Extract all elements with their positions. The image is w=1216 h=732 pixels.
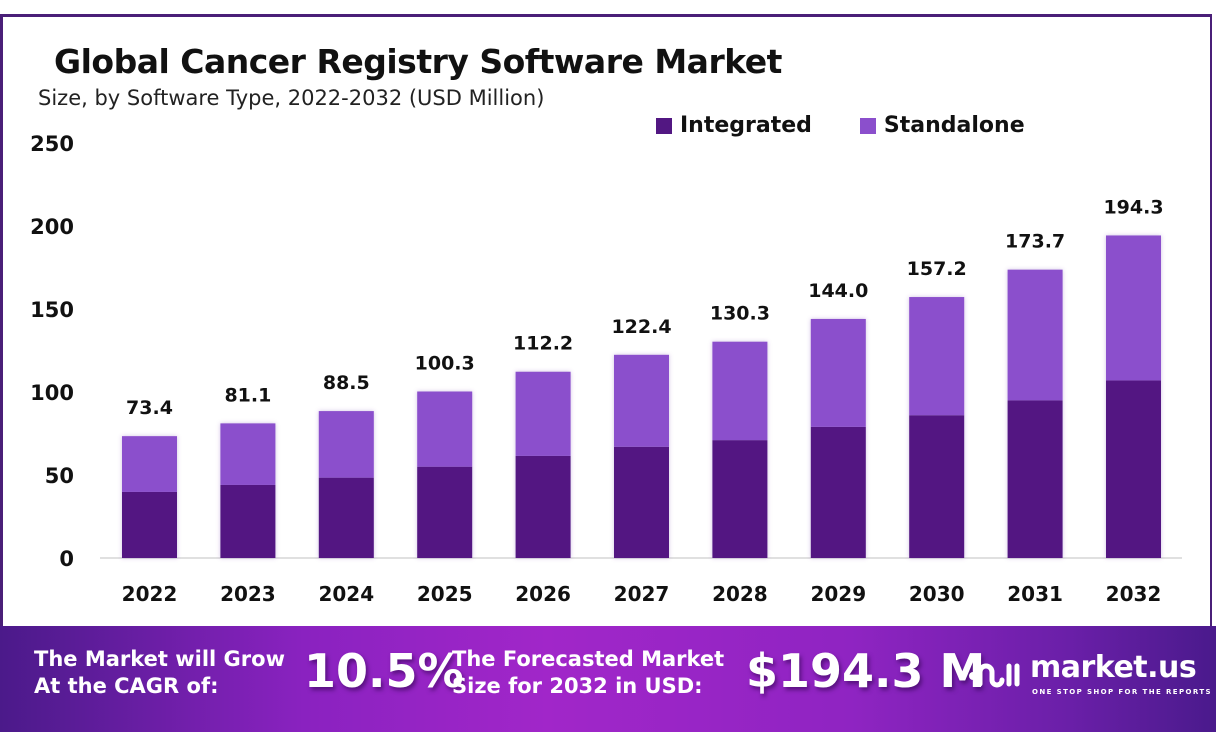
bar-segment-standalone-2028 — [712, 341, 768, 441]
bar-stack-2022 — [122, 436, 177, 558]
cagr-value: 10.5% — [304, 644, 464, 698]
bar-stack-2028 — [712, 341, 768, 558]
x-tick-label: 2030 — [909, 582, 965, 606]
bar-total-label: 73.4 — [126, 397, 173, 419]
bar-segment-standalone-2024 — [318, 411, 374, 478]
bar-stack-2024 — [318, 411, 374, 558]
bar-segment-standalone-2029 — [810, 318, 866, 427]
brand-tagline: ONE STOP SHOP FOR THE REPORTS — [1032, 688, 1212, 696]
x-tick-label: 2031 — [1007, 582, 1063, 606]
y-tick-label: 0 — [59, 547, 74, 571]
bar-total-label: 122.4 — [611, 316, 671, 338]
chart-subtitle: Size, by Software Type, 2022-2032 (USD M… — [38, 86, 545, 110]
market-us-logo-icon — [966, 654, 1020, 703]
y-tick-label: 100 — [30, 381, 74, 405]
x-tick-label: 2032 — [1106, 582, 1162, 606]
bar-stack-2029 — [810, 318, 866, 558]
bar-total-label: 81.1 — [224, 384, 271, 406]
bar-stack-2032 — [1106, 235, 1161, 558]
bar-segment-integrated-2023 — [220, 484, 276, 558]
bar-segment-standalone-2025 — [417, 391, 473, 467]
cagr-label: The Market will Grow At the CAGR of: — [34, 646, 285, 700]
forecast-label-line2: Size for 2032 in USD: — [452, 674, 703, 698]
y-tick-label: 50 — [45, 464, 74, 488]
bar-segment-integrated-2022 — [122, 491, 177, 558]
cagr-label-line2: At the CAGR of: — [34, 674, 219, 698]
bar-total-label: 157.2 — [907, 258, 967, 280]
bar-total-label: 88.5 — [323, 372, 370, 394]
bar-total-label: 130.3 — [710, 303, 770, 325]
x-tick-label: 2023 — [220, 582, 276, 606]
bar-segment-standalone-2022 — [122, 436, 177, 492]
y-tick-label: 200 — [30, 215, 74, 239]
bar-segment-integrated-2028 — [712, 440, 768, 558]
x-tick-label: 2028 — [712, 582, 768, 606]
forecast-label-line1: The Forecasted Market — [452, 647, 725, 671]
bar-segment-integrated-2027 — [614, 446, 669, 558]
x-tick-label: 2027 — [614, 582, 670, 606]
bar-total-label: 112.2 — [513, 333, 573, 355]
bar-stack-2026 — [515, 371, 571, 558]
bar-stack-2031 — [1007, 269, 1063, 558]
x-tick-label: 2022 — [122, 582, 178, 606]
chart-title: Global Cancer Registry Software Market — [54, 42, 782, 81]
bars: 73.4 81.1 88.5 100.3 112.2 122.4 130.3 144.0 157… — [122, 196, 1164, 558]
x-axis: 2022 2023 2024 2025 2026 2027 2028 2029 2030 2031… — [122, 582, 1162, 606]
x-tick-label: 2029 — [810, 582, 866, 606]
bar-segment-integrated-2032 — [1106, 380, 1161, 558]
bar-stack-2030 — [909, 297, 965, 558]
legend-swatch-standalone — [859, 117, 876, 134]
x-tick-label: 2024 — [318, 582, 374, 606]
summary-banner: The Market will Grow At the CAGR of: 10.… — [0, 626, 1216, 732]
bar-segment-integrated-2031 — [1007, 400, 1063, 558]
y-tick-label: 250 — [30, 132, 74, 156]
bar-total-label: 194.3 — [1103, 196, 1163, 218]
legend-label-standalone: Standalone — [883, 113, 1025, 138]
legend-label-integrated: Integrated — [680, 113, 812, 138]
x-tick-label: 2025 — [417, 582, 473, 606]
logo-glyph-icon — [969, 663, 1020, 688]
bar-segment-standalone-2031 — [1007, 269, 1063, 401]
bar-segment-standalone-2032 — [1106, 235, 1161, 381]
bar-segment-standalone-2023 — [220, 423, 276, 485]
forecast-label: The Forecasted Market Size for 2032 in U… — [452, 646, 724, 700]
bar-total-label: 100.3 — [415, 353, 475, 375]
x-tick-label: 2026 — [515, 582, 571, 606]
legend-item-integrated: Integrated — [656, 113, 812, 138]
y-tick-label: 150 — [30, 298, 74, 322]
bar-segment-standalone-2026 — [515, 371, 571, 456]
bar-segment-integrated-2029 — [810, 426, 866, 558]
forecast-value: $194.3 M — [746, 644, 986, 698]
bar-segment-standalone-2027 — [614, 354, 669, 447]
y-axis: 0 50 100 150 200 250 — [30, 132, 74, 571]
bar-stack-2025 — [417, 391, 473, 558]
bar-segment-standalone-2030 — [909, 297, 965, 416]
brand-name: market.us — [1030, 650, 1197, 685]
bar-stack-2027 — [614, 354, 669, 558]
legend-item-standalone: Standalone — [859, 113, 1025, 138]
bar-total-label: 144.0 — [808, 280, 868, 302]
legend-swatch-integrated — [656, 117, 672, 134]
bar-stack-2023 — [220, 423, 276, 558]
bar-segment-integrated-2025 — [417, 466, 473, 558]
bar-total-label: 173.7 — [1005, 231, 1065, 253]
bar-segment-integrated-2026 — [515, 455, 571, 558]
bar-segment-integrated-2030 — [909, 415, 965, 558]
bar-segment-integrated-2024 — [318, 477, 374, 558]
legend: Integrated Standalone — [656, 113, 1025, 138]
stacked-bar-chart: 0 50 100 150 200 250 73.4 81.1 88.5 100.3 112.2 12… — [30, 132, 1182, 606]
cagr-label-line1: The Market will Grow — [34, 647, 285, 671]
